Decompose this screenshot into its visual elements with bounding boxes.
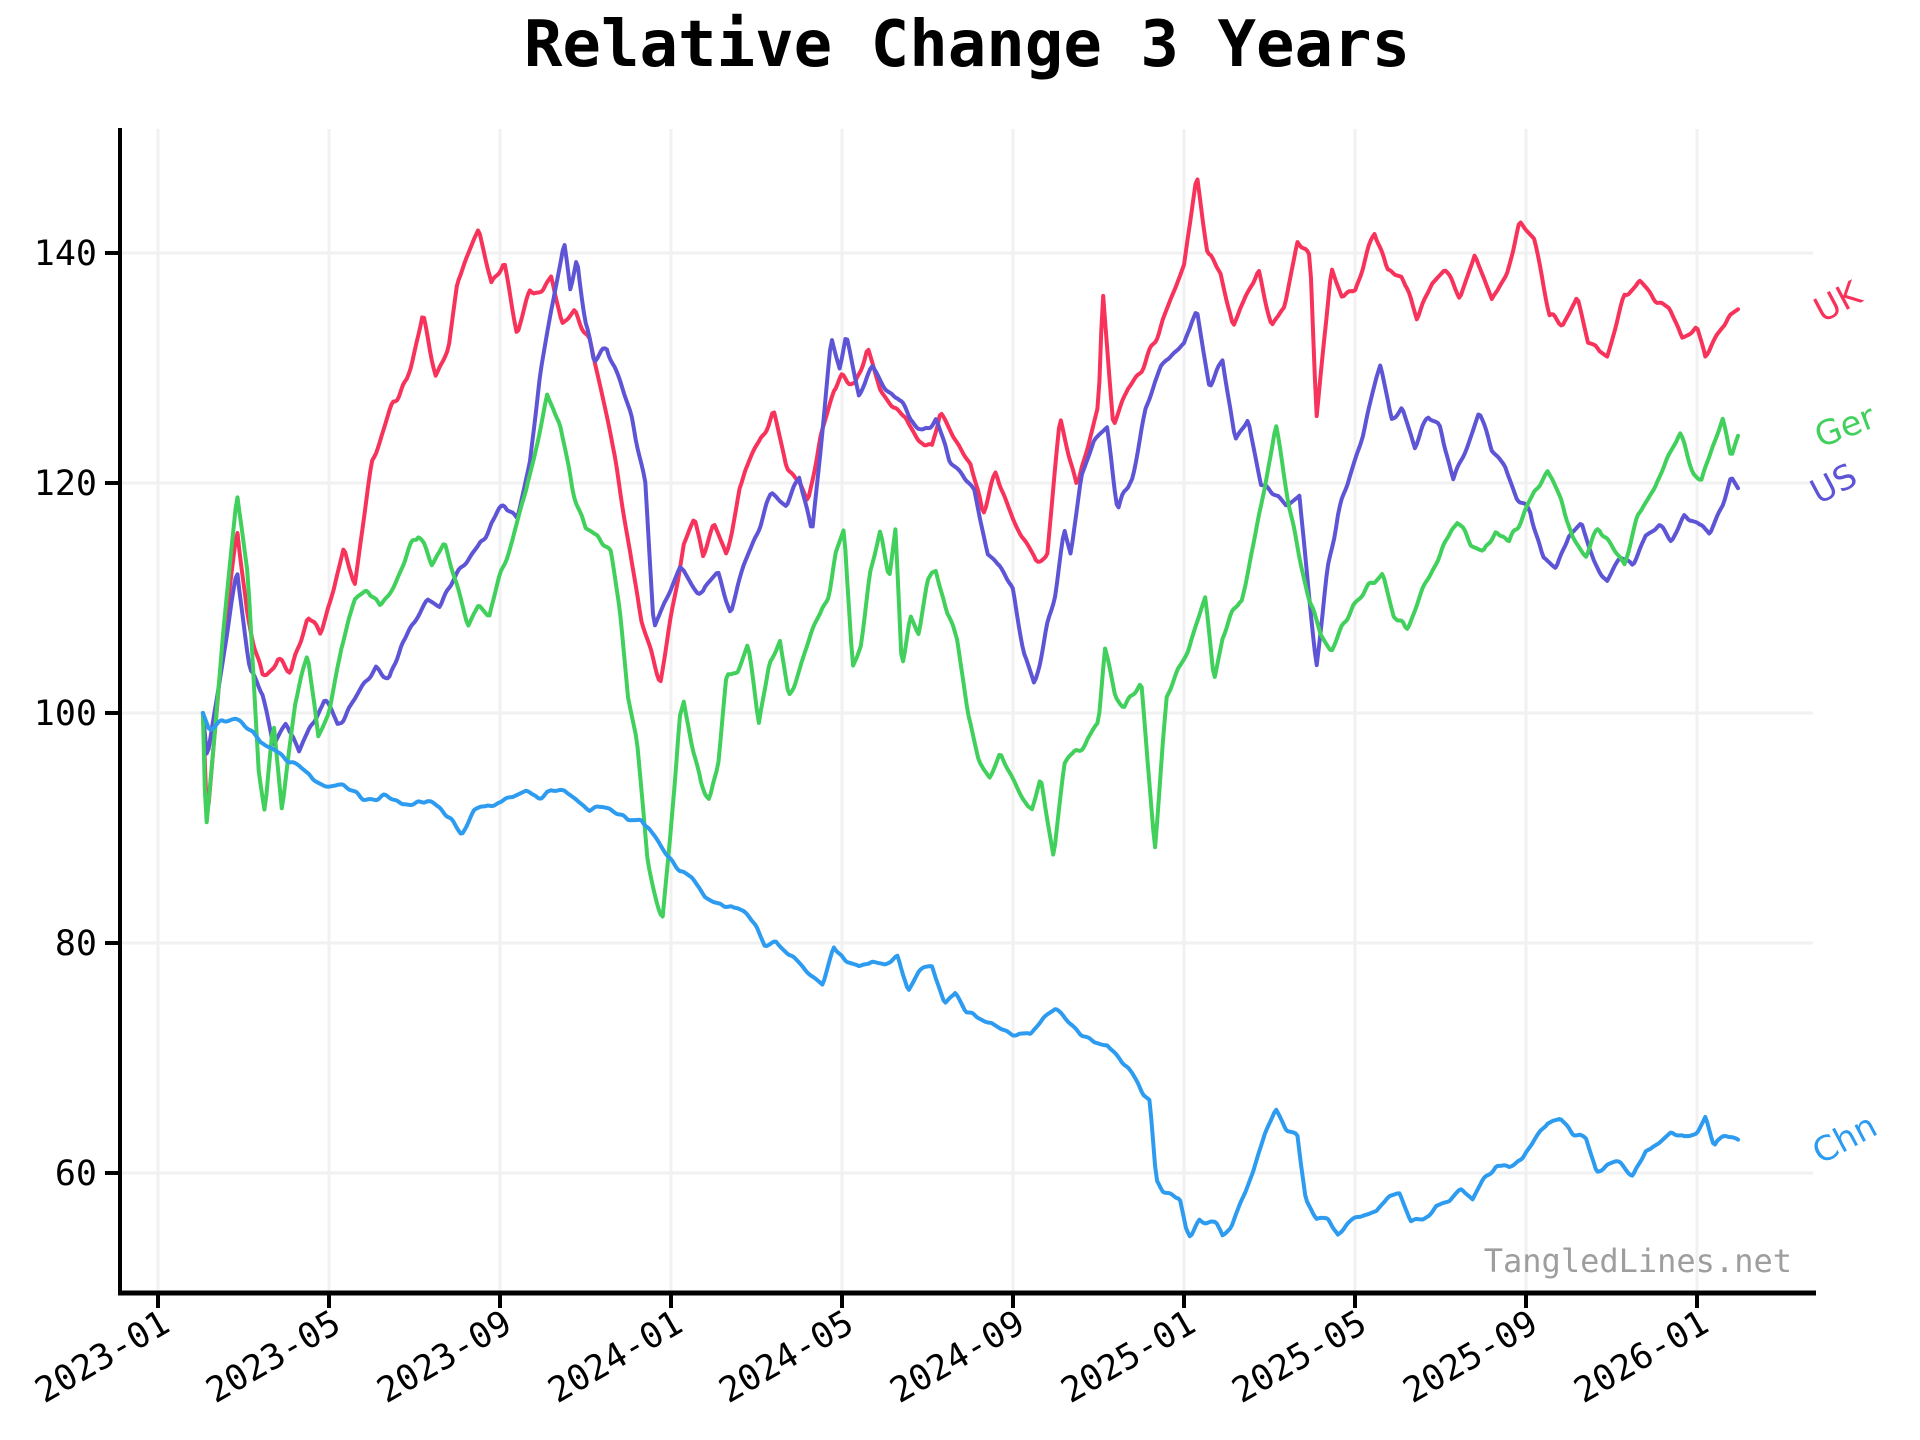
- y-tick-label: 100: [34, 694, 97, 734]
- x-tick-label: 2023-05: [200, 1303, 348, 1411]
- series-label-us: US: [1804, 456, 1864, 513]
- y-tick-label: 60: [55, 1154, 97, 1194]
- x-tick-label: 2026-01: [1568, 1303, 1716, 1411]
- axis-spines: [118, 128, 1816, 1296]
- y-tick-label: 140: [34, 234, 97, 274]
- series-line-uk: [200, 177, 1740, 812]
- x-tick-label: 2024-01: [542, 1303, 690, 1411]
- series-lines: [200, 177, 1740, 1239]
- series-line-chn: [200, 711, 1740, 1239]
- x-tick-label: 2025-01: [1055, 1303, 1203, 1411]
- series-line-us: [200, 243, 1740, 756]
- y-tick-label: 120: [34, 464, 97, 504]
- series-label-uk: UK: [1808, 273, 1870, 331]
- y-tick-label: 80: [55, 924, 97, 964]
- series-label-chn: Chn: [1806, 1106, 1884, 1173]
- grid-lines: [121, 129, 1813, 1291]
- x-tick-label: 2023-09: [371, 1303, 519, 1411]
- watermark-text: TangledLines.net: [1484, 1242, 1792, 1280]
- series-label-ger: Ger: [1809, 397, 1881, 456]
- chart-title: Relative Change 3 Years: [524, 8, 1410, 82]
- x-tick-label: 2025-09: [1397, 1303, 1545, 1411]
- series-line-ger: [200, 392, 1740, 919]
- x-tick-label: 2024-05: [713, 1303, 861, 1411]
- x-tick-label: 2025-05: [1226, 1303, 1374, 1411]
- x-tick-label: 2023-01: [29, 1303, 177, 1411]
- x-tick-label: 2024-09: [884, 1303, 1032, 1411]
